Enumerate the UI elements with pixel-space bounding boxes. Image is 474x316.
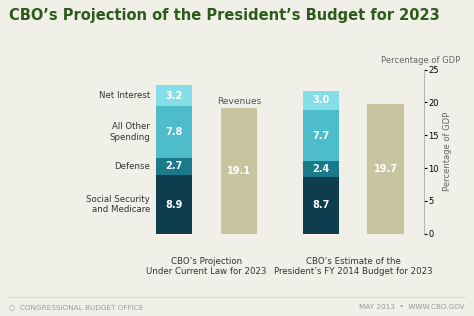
Text: MAY 2013  •  WWW.CBO.GOV: MAY 2013 • WWW.CBO.GOV (359, 304, 465, 310)
Text: CBO’s Projection of the President’s Budget for 2023: CBO’s Projection of the President’s Budg… (9, 8, 440, 23)
Y-axis label: Percentage of GDP: Percentage of GDP (443, 112, 452, 191)
Text: Social Security
and Medicare: Social Security and Medicare (86, 195, 150, 214)
Text: 2.7: 2.7 (166, 161, 183, 172)
Text: 7.7: 7.7 (312, 131, 329, 141)
Bar (156, 175, 192, 234)
Text: Percentage of GDP: Percentage of GDP (381, 56, 460, 65)
Text: ○  CONGRESSIONAL BUDGET OFFICE: ○ CONGRESSIONAL BUDGET OFFICE (9, 304, 144, 310)
Text: 2.4: 2.4 (312, 164, 329, 174)
Bar (156, 106, 192, 158)
Bar (367, 104, 403, 234)
Bar (221, 108, 257, 234)
Bar (303, 177, 339, 234)
Text: CBO’s Projection
Under Current Law for 2023: CBO’s Projection Under Current Law for 2… (146, 257, 267, 276)
Text: Defense: Defense (114, 162, 150, 171)
Text: 8.7: 8.7 (312, 200, 329, 210)
Text: All Other
Spending: All Other Spending (109, 122, 150, 142)
Text: 19.7: 19.7 (374, 164, 397, 174)
Text: 7.8: 7.8 (165, 127, 183, 137)
Bar (156, 158, 192, 175)
Text: 8.9: 8.9 (165, 200, 183, 210)
Text: Net Interest: Net Interest (99, 91, 150, 100)
Text: CBO’s Estimate of the
President’s FY 2014 Budget for 2023: CBO’s Estimate of the President’s FY 201… (274, 257, 432, 276)
Text: 19.1: 19.1 (227, 166, 251, 176)
Bar (303, 91, 339, 110)
Text: 3.0: 3.0 (312, 95, 329, 106)
Bar (303, 110, 339, 161)
Text: 3.2: 3.2 (166, 91, 183, 101)
Text: Revenues: Revenues (217, 97, 261, 106)
Bar (156, 85, 192, 106)
Bar (303, 161, 339, 177)
